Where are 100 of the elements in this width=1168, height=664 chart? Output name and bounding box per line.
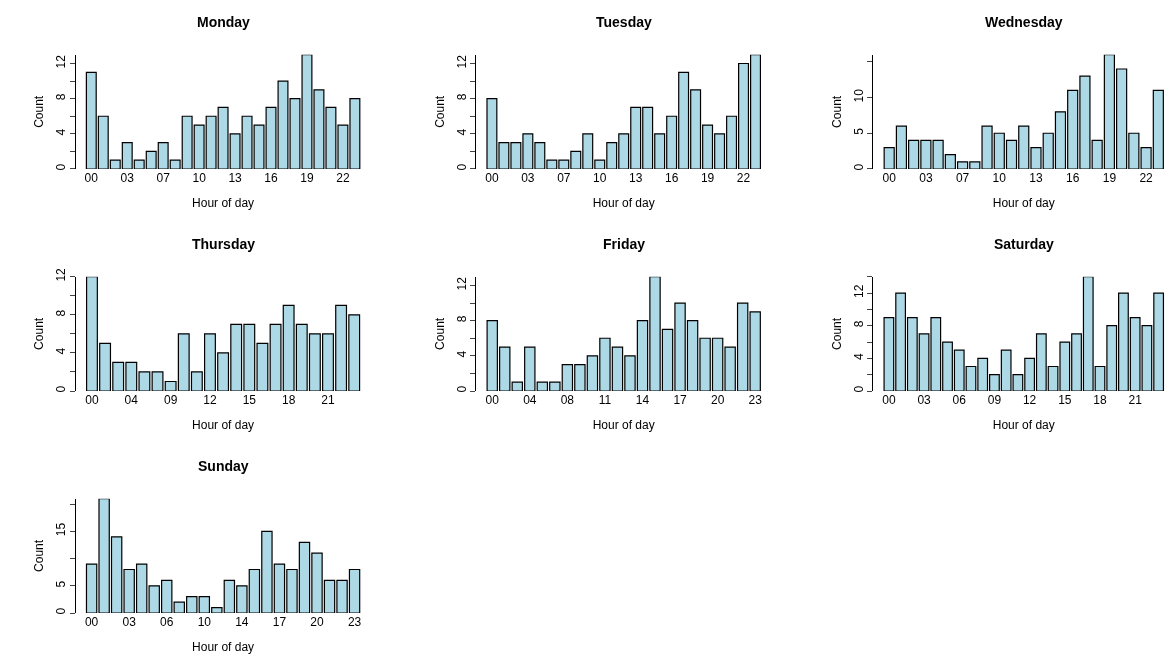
x-tick-label: 15 — [1058, 393, 1072, 408]
y-tick-label: 0 — [53, 385, 68, 393]
chart-title: Sunday — [198, 458, 249, 474]
y-tick-label: 8 — [454, 93, 469, 101]
y-tick-label: 5 — [53, 580, 68, 588]
y-tick-label: 12 — [454, 54, 469, 69]
x-axis-title: Hour of day — [592, 417, 655, 432]
chart-title: Tuesday — [596, 14, 652, 30]
x-tick-label: 10 — [992, 170, 1007, 185]
x-tick-label: 19 — [700, 170, 715, 185]
x-tick-label: 00 — [882, 393, 896, 408]
x-tick-label: 03 — [521, 170, 535, 185]
x-tick-label: 18 — [1093, 393, 1107, 408]
x-tick-label: 16 — [264, 170, 279, 185]
y-axis-title: Count — [32, 95, 47, 128]
x-tick-label: 09 — [987, 393, 1002, 408]
x-tick-label: 10 — [593, 170, 607, 185]
y-tick-label: 12 — [53, 54, 68, 69]
y-axis-title: Count — [432, 317, 447, 350]
x-axis-title: Hour of day — [192, 195, 255, 210]
x-axis-title: Hour of day — [592, 195, 655, 210]
y-axis-title: Count — [830, 95, 844, 128]
y-tick-label: 4 — [454, 128, 469, 136]
x-tick-label: 22 — [736, 170, 751, 185]
y-tick-label: 4 — [53, 128, 68, 136]
x-tick-label: 11 — [598, 393, 612, 408]
x-tick-label: 19 — [1102, 170, 1117, 185]
x-tick-label: 16 — [664, 170, 679, 185]
x-tick-label: 08 — [560, 393, 575, 408]
y-tick-label: 12 — [53, 267, 68, 282]
x-tick-label: 00 — [485, 170, 499, 185]
x-tick-label: 00 — [84, 615, 99, 630]
chart-title: Thursday — [192, 236, 256, 252]
y-tick-label: 0 — [53, 607, 68, 615]
x-tick-label: 00 — [485, 393, 500, 408]
y-tick-label: 8 — [851, 320, 866, 328]
x-tick-label: 04 — [523, 393, 537, 408]
x-axis-title: Hour of day — [992, 417, 1055, 432]
x-tick-label: 03 — [917, 393, 932, 408]
x-tick-label: 07 — [557, 170, 571, 185]
x-tick-label: 19 — [300, 170, 314, 185]
x-tick-label: 12 — [1022, 393, 1037, 408]
x-tick-label: 18 — [281, 393, 296, 408]
x-tick-label: 15 — [242, 393, 257, 408]
y-axis-title: Count — [32, 539, 47, 572]
chart-title: Saturday — [994, 236, 1055, 252]
y-tick-label: 4 — [53, 347, 68, 355]
y-tick-label: 4 — [851, 352, 866, 360]
chart-title: Friday — [603, 236, 646, 252]
y-tick-label: 0 — [851, 163, 866, 171]
chart-title: Wednesday — [985, 14, 1063, 30]
x-tick-label: 03 — [122, 615, 137, 630]
y-axis-title: Count — [32, 317, 47, 350]
x-tick-label: 00 — [882, 170, 897, 185]
y-tick-label: 5 — [851, 127, 866, 135]
x-tick-label: 10 — [197, 615, 212, 630]
y-tick-label: 10 — [851, 88, 866, 103]
x-tick-label: 20 — [310, 615, 324, 630]
y-tick-label: 0 — [851, 385, 866, 393]
x-tick-label: 17 — [272, 615, 287, 630]
x-tick-label: 13 — [228, 170, 243, 185]
x-tick-label: 07 — [955, 170, 970, 185]
x-tick-label: 22 — [336, 170, 350, 185]
x-tick-label: 13 — [629, 170, 643, 185]
x-tick-label: 06 — [160, 615, 174, 630]
y-tick-label: 12 — [851, 284, 866, 298]
x-axis-title: Hour of day — [192, 417, 255, 432]
x-tick-label: 13 — [1029, 170, 1043, 185]
x-tick-label: 00 — [85, 393, 99, 408]
y-tick-label: 0 — [454, 385, 469, 393]
x-tick-label: 20 — [710, 393, 725, 408]
x-axis-title: Hour of day — [992, 195, 1055, 210]
y-axis-title: Count — [830, 317, 844, 350]
x-tick-label: 16 — [1066, 170, 1080, 185]
x-axis-title: Hour of day — [192, 639, 255, 654]
x-tick-label: 14 — [635, 393, 650, 408]
x-tick-label: 00 — [84, 170, 99, 185]
x-tick-label: 22 — [1139, 170, 1154, 185]
y-tick-label: 4 — [454, 350, 469, 358]
x-tick-label: 14 — [235, 615, 249, 630]
y-tick-label: 8 — [454, 315, 469, 323]
x-tick-label: 07 — [156, 170, 171, 185]
y-tick-label: 0 — [53, 163, 68, 171]
x-tick-label: 03 — [919, 170, 933, 185]
x-tick-label: 21 — [1128, 393, 1143, 408]
y-tick-label: 8 — [53, 93, 68, 101]
x-tick-label: 23 — [748, 393, 763, 408]
y-tick-label: 0 — [454, 163, 469, 171]
x-tick-label: 09 — [163, 393, 178, 408]
x-tick-label: 03 — [120, 170, 135, 185]
y-tick-label: 12 — [454, 276, 469, 291]
y-tick-label: 15 — [53, 522, 68, 537]
x-tick-label: 12 — [203, 393, 217, 408]
x-tick-label: 21 — [321, 393, 335, 408]
x-tick-label: 23 — [347, 615, 362, 630]
x-tick-label: 06 — [952, 393, 967, 408]
y-axis-title: Count — [432, 95, 447, 128]
x-tick-label: 04 — [124, 393, 139, 408]
y-tick-label: 8 — [53, 309, 68, 317]
chart-title: Monday — [197, 14, 251, 30]
